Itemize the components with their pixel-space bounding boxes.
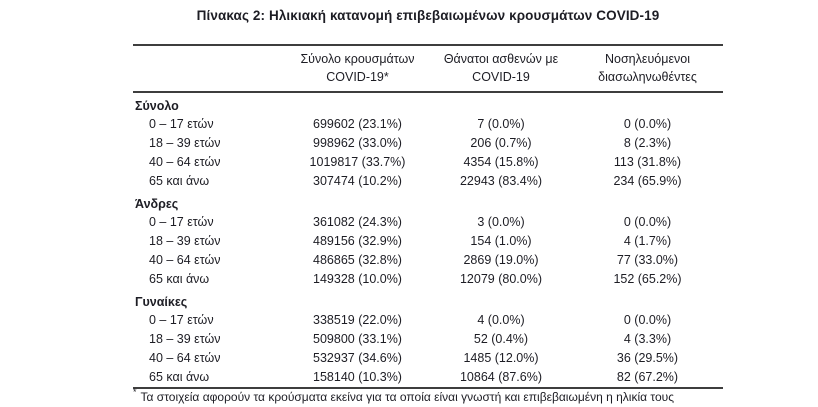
deaths-value: 22943 (83.4%) [459, 174, 542, 188]
deaths-value: 3 (0.0%) [477, 215, 525, 229]
intubated-value: 8 (2.3%) [623, 136, 672, 150]
deaths-value: 52 (0.4%) [473, 332, 529, 346]
table-row: 0 – 17 ετών 338519 (22.0%) 4 (0.0%) 0 (0.0%… [133, 311, 723, 330]
cases-value: 158140 (10.3%) [313, 370, 402, 384]
age-label: 40 – 64 ετών [149, 351, 221, 365]
intubated-value: 36 (29.5%) [616, 351, 679, 365]
section-name: Γυναίκες [135, 295, 188, 309]
deaths-value: 154 (1.0%) [470, 234, 532, 248]
deaths-value: 10864 (87.6%) [459, 370, 542, 384]
age-label: 18 – 39 ετών [149, 136, 221, 150]
header-total-cases-line2: COVID-19* [326, 69, 389, 84]
footnote-text: Τα στοιχεία αφορούν τα κρούσματα εκείνα … [140, 390, 674, 404]
intubated-value: 0 (0.0%) [623, 313, 672, 327]
intubated-value: 0 (0.0%) [623, 117, 672, 131]
section-name: Άνδρες [135, 197, 179, 211]
section-header-row: Άνδρες [133, 191, 723, 213]
age-label: 40 – 64 ετών [149, 253, 221, 267]
table-row: 18 – 39 ετών 998962 (33.0%) 206 (0.7%) 8 (2… [133, 134, 723, 153]
intubated-value: 4 (3.3%) [623, 332, 672, 346]
intubated-value: 4 (1.7%) [623, 234, 672, 248]
cases-value: 361082 (24.3%) [313, 215, 402, 229]
deaths-value: 206 (0.7%) [470, 136, 532, 150]
cases-value: 509800 (33.1%) [313, 332, 402, 346]
header-row: Σύνολο κρουσμάτων COVID-19* Θάνατοι ασθε… [133, 45, 723, 92]
intubated-value: 0 (0.0%) [623, 215, 672, 229]
table-row: 40 – 64 ετών 532937 (34.6%) 1485 (12.0%) 36… [133, 349, 723, 368]
table-row: 40 – 64 ετών 1019817 (33.7%) 4354 (15.8%) 1… [133, 153, 723, 172]
intubated-value: 77 (33.0%) [616, 253, 679, 267]
table-row: 18 – 39 ετών 509800 (33.1%) 52 (0.4%) 4 (3.… [133, 330, 723, 349]
table-row: 18 – 39 ετών 489156 (32.9%) 154 (1.0%) 4 (1… [133, 232, 723, 251]
header-intubated: Νοσηλευόμενοι διασωληνωθέντες [572, 45, 723, 92]
cases-value: 1019817 (33.7%) [309, 155, 406, 169]
cases-value: 307474 (10.2%) [313, 174, 402, 188]
table-footnote: * Τα στοιχεία αφορούν τα κρούσματα εκείνα… [133, 387, 813, 404]
cases-value: 532937 (34.6%) [313, 351, 402, 365]
footnote-marker: * [133, 387, 137, 397]
header-total-cases-line1: Σύνολο κρουσμάτων [300, 52, 415, 66]
section-header-row: Γυναίκες [133, 289, 723, 311]
age-label: 18 – 39 ετών [149, 234, 221, 248]
age-label: 65 και άνω [149, 174, 210, 188]
section-header-row: Σύνολο [133, 92, 723, 115]
deaths-value: 7 (0.0%) [477, 117, 525, 131]
cases-value: 149328 (10.0%) [313, 272, 402, 286]
deaths-value: 4354 (15.8%) [463, 155, 539, 169]
header-intubated-line1: Νοσηλευόμενοι [604, 52, 690, 66]
age-label: 65 και άνω [149, 370, 210, 384]
header-empty [133, 45, 285, 92]
section-name: Σύνολο [135, 99, 179, 113]
cases-value: 998962 (33.0%) [313, 136, 402, 150]
intubated-value: 234 (65.9%) [613, 174, 682, 188]
intubated-value: 113 (31.8%) [613, 155, 682, 169]
table-row: 65 και άνω 158140 (10.3%) 10864 (87.6%) 82 … [133, 368, 723, 388]
header-deaths-line1: Θάνατοι ασθενών με [443, 52, 559, 66]
deaths-value: 4 (0.0%) [477, 313, 525, 327]
cases-value: 489156 (32.9%) [313, 234, 402, 248]
age-label: 40 – 64 ετών [149, 155, 221, 169]
table-title: Πίνακας 2: Ηλικιακή κατανομή επιβεβαιωμέ… [196, 8, 660, 23]
deaths-value: 2869 (19.0%) [463, 253, 539, 267]
table-row: 65 και άνω 307474 (10.2%) 22943 (83.4%) 234… [133, 172, 723, 191]
deaths-value: 1485 (12.0%) [463, 351, 539, 365]
intubated-value: 152 (65.2%) [613, 272, 682, 286]
cases-value: 699602 (23.1%) [313, 117, 402, 131]
cases-value: 338519 (22.0%) [313, 313, 402, 327]
table-row: 0 – 17 ετών 699602 (23.1%) 7 (0.0%) 0 (0.0%… [133, 115, 723, 134]
header-deaths: Θάνατοι ασθενών με COVID-19 [430, 45, 572, 92]
age-label: 0 – 17 ετών [149, 215, 214, 229]
intubated-value: 82 (67.2%) [616, 370, 679, 384]
table-row: 0 – 17 ετών 361082 (24.3%) 3 (0.0%) 0 (0.0%… [133, 213, 723, 232]
age-label: 0 – 17 ετών [149, 313, 214, 327]
table-row: 65 και άνω 149328 (10.0%) 12079 (80.0%) 152… [133, 270, 723, 289]
header-deaths-line2: COVID-19 [472, 69, 530, 84]
age-label: 0 – 17 ετών [149, 117, 214, 131]
cases-value: 486865 (32.8%) [313, 253, 402, 267]
age-label: 65 και άνω [149, 272, 210, 286]
deaths-value: 12079 (80.0%) [459, 272, 542, 286]
covid-age-distribution-table: Σύνολο κρουσμάτων COVID-19* Θάνατοι ασθε… [133, 44, 723, 389]
age-label: 18 – 39 ετών [149, 332, 221, 346]
header-total-cases: Σύνολο κρουσμάτων COVID-19* [285, 45, 430, 92]
table-row: 40 – 64 ετών 486865 (32.8%) 2869 (19.0%) 77… [133, 251, 723, 270]
header-intubated-line2: διασωληνωθέντες [598, 69, 697, 84]
